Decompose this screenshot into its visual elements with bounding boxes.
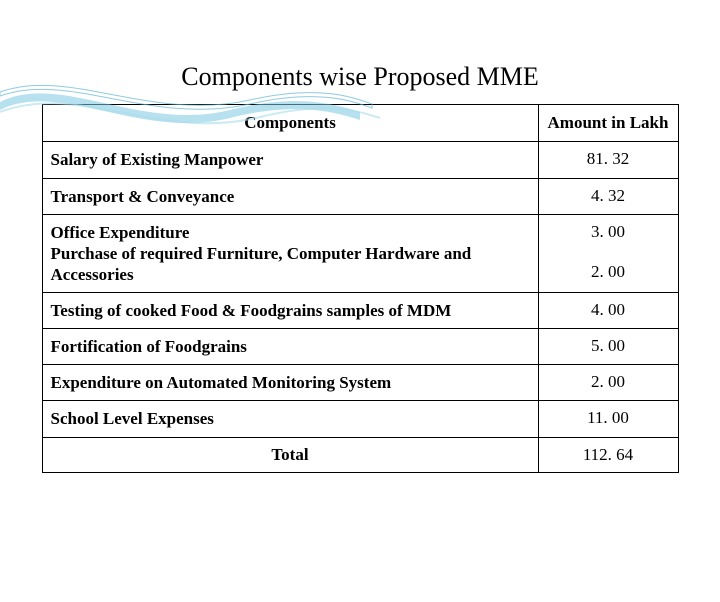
amount-line-2: 2. 00 xyxy=(543,262,674,282)
table-header-row: Components Amount in Lakh xyxy=(42,105,678,142)
components-table: Components Amount in Lakh Salary of Exis… xyxy=(42,104,679,473)
cell-total-amount: 112. 64 xyxy=(538,437,678,472)
amount-line-1: 3. 00 xyxy=(543,222,674,242)
table-row: Fortification of Foodgrains 5. 00 xyxy=(42,328,678,364)
cell-amount: 4. 32 xyxy=(538,178,678,214)
slide-title: Components wise Proposed MME xyxy=(0,62,720,92)
cell-component: Fortification of Foodgrains xyxy=(42,328,538,364)
header-amount: Amount in Lakh xyxy=(538,105,678,142)
table-row: Testing of cooked Food & Foodgrains samp… xyxy=(42,292,678,328)
cell-amount: 5. 00 xyxy=(538,328,678,364)
table-row: Office Expenditure Purchase of required … xyxy=(42,214,678,292)
cell-total-label: Total xyxy=(42,437,538,472)
cell-amount: 11. 00 xyxy=(538,401,678,437)
cell-amount: 2. 00 xyxy=(538,365,678,401)
table-row: Transport & Conveyance 4. 32 xyxy=(42,178,678,214)
cell-component: Expenditure on Automated Monitoring Syst… xyxy=(42,365,538,401)
cell-component: Office Expenditure Purchase of required … xyxy=(42,214,538,292)
cell-amount: 4. 00 xyxy=(538,292,678,328)
table-total-row: Total 112. 64 xyxy=(42,437,678,472)
table-row: Expenditure on Automated Monitoring Syst… xyxy=(42,365,678,401)
table-row: Salary of Existing Manpower 81. 32 xyxy=(42,142,678,178)
header-components: Components xyxy=(42,105,538,142)
cell-component: Transport & Conveyance xyxy=(42,178,538,214)
cell-amount: 3. 00 2. 00 xyxy=(538,214,678,292)
cell-component: School Level Expenses xyxy=(42,401,538,437)
cell-component: Testing of cooked Food & Foodgrains samp… xyxy=(42,292,538,328)
cell-component: Salary of Existing Manpower xyxy=(42,142,538,178)
cell-amount: 81. 32 xyxy=(538,142,678,178)
component-line-1: Office Expenditure xyxy=(51,222,530,243)
table-row: School Level Expenses 11. 00 xyxy=(42,401,678,437)
component-line-2: Purchase of required Furniture, Computer… xyxy=(51,243,530,286)
